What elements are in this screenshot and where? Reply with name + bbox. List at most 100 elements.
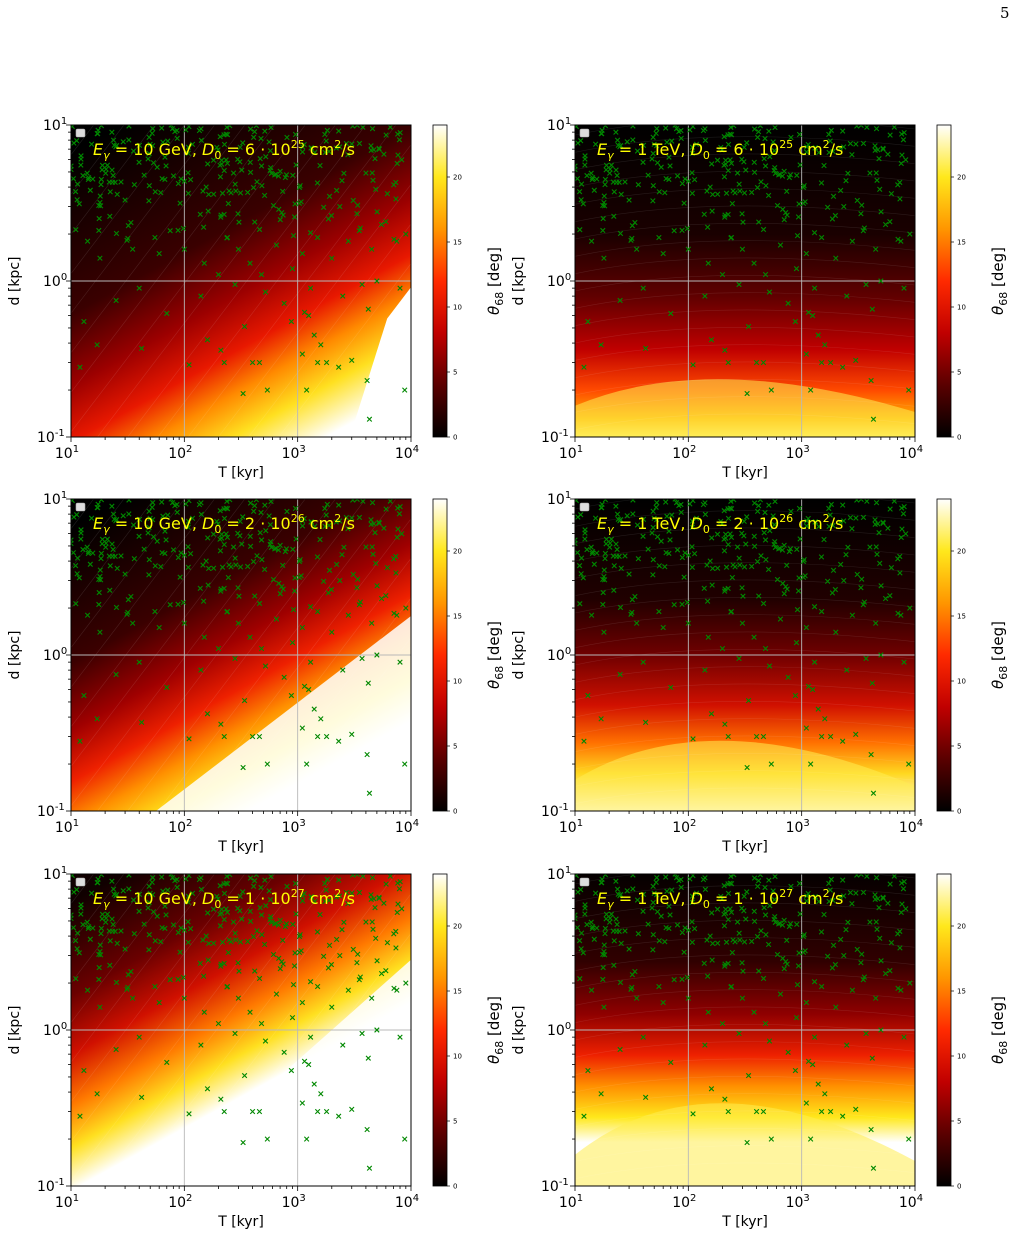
pulsar-marker bbox=[898, 505, 905, 511]
pulsar-marker bbox=[97, 567, 103, 573]
pulsar-marker bbox=[768, 761, 775, 767]
pulsar-marker bbox=[280, 961, 286, 967]
pulsar-marker bbox=[795, 214, 802, 220]
pulsar-marker bbox=[261, 192, 268, 199]
pulsar-marker bbox=[837, 187, 844, 194]
pulsar-marker bbox=[218, 906, 225, 912]
colorbar-tick-label: 5 bbox=[453, 743, 457, 751]
pulsar-marker bbox=[284, 134, 290, 141]
pulsar-marker bbox=[314, 929, 321, 935]
pulsar-marker bbox=[837, 561, 844, 568]
pulsar-marker bbox=[689, 524, 696, 530]
y-tick-label: 100 bbox=[43, 272, 67, 290]
pulsar-marker bbox=[575, 499, 579, 504]
pulsar-marker bbox=[847, 889, 854, 896]
pulsar-marker bbox=[758, 928, 764, 934]
pulsar-marker bbox=[741, 518, 747, 525]
pulsar-marker bbox=[241, 697, 248, 704]
pulsar-marker bbox=[292, 131, 299, 138]
y-tick-label: 100 bbox=[547, 1021, 571, 1039]
pulsar-marker bbox=[762, 645, 769, 652]
pulsar-marker bbox=[748, 938, 755, 945]
contour-line bbox=[575, 1058, 915, 1075]
pulsar-marker bbox=[801, 182, 807, 189]
pulsar-marker bbox=[653, 130, 659, 137]
pulsar-marker bbox=[803, 898, 810, 904]
pulsar-marker bbox=[276, 955, 282, 962]
pulsar-marker bbox=[728, 984, 734, 990]
pulsar-marker bbox=[224, 881, 231, 887]
pulsar-marker bbox=[320, 204, 327, 211]
pulsar-marker bbox=[721, 508, 727, 514]
pulsar-marker bbox=[372, 155, 378, 162]
pulsar-marker bbox=[727, 906, 733, 912]
pulsar-marker bbox=[217, 508, 223, 514]
pulsar-marker bbox=[585, 318, 591, 325]
pulsar-marker bbox=[642, 1094, 649, 1101]
pulsar-marker bbox=[275, 547, 282, 553]
pulsar-marker bbox=[258, 537, 265, 543]
pulsar-marker bbox=[320, 578, 327, 585]
pulsar-marker bbox=[403, 980, 409, 986]
pulsar-marker bbox=[818, 983, 825, 990]
pulsar-marker bbox=[178, 550, 184, 556]
pulsar-marker bbox=[828, 501, 835, 508]
pulsar-marker bbox=[145, 530, 151, 536]
pulsar-marker bbox=[635, 556, 642, 562]
pulsar-marker bbox=[722, 157, 729, 163]
pulsar-marker bbox=[277, 591, 283, 597]
pulsar-marker bbox=[280, 188, 286, 195]
pulsar-marker bbox=[252, 593, 258, 599]
y-tick-label: 100 bbox=[43, 1021, 67, 1039]
pulsar-marker bbox=[678, 509, 684, 516]
pulsar-marker bbox=[690, 362, 696, 368]
pulsar-marker bbox=[185, 564, 191, 571]
pulsar-marker bbox=[887, 506, 893, 512]
pulsar-marker bbox=[288, 318, 295, 325]
pulsar-marker bbox=[839, 364, 846, 370]
pulsar-marker bbox=[250, 883, 257, 890]
pulsar-marker bbox=[611, 213, 617, 219]
pulsar-marker bbox=[578, 181, 585, 187]
pulsar-marker bbox=[247, 500, 254, 506]
colorbar-tick-label: 20 bbox=[957, 174, 966, 182]
y-tick-label: 101 bbox=[43, 865, 67, 883]
pulsar-marker bbox=[674, 547, 681, 553]
pulsar-marker bbox=[341, 544, 347, 550]
pulsar-marker bbox=[689, 564, 695, 571]
pulsar-marker bbox=[266, 139, 272, 145]
pulsar-marker bbox=[617, 979, 624, 986]
pulsar-marker bbox=[345, 987, 352, 993]
pulsar-marker bbox=[614, 921, 620, 928]
pulsar-marker bbox=[770, 513, 776, 519]
pulsar-marker bbox=[656, 608, 662, 615]
pulsar-marker bbox=[869, 680, 875, 686]
pulsar-marker bbox=[707, 184, 713, 190]
pulsar-marker bbox=[650, 883, 656, 890]
pulsar-marker bbox=[247, 543, 254, 550]
pulsar-marker bbox=[256, 733, 263, 740]
pulsar-marker bbox=[232, 181, 238, 187]
pulsar-marker bbox=[169, 125, 176, 132]
pulsar-marker bbox=[614, 886, 621, 892]
pulsar-marker bbox=[602, 125, 609, 129]
pulsar-marker bbox=[907, 231, 913, 237]
pulsar-marker bbox=[705, 1009, 711, 1015]
pulsar-marker bbox=[777, 242, 784, 248]
pulsar-marker bbox=[794, 232, 801, 239]
pulsar-marker bbox=[617, 604, 624, 611]
pulsar-marker bbox=[205, 940, 212, 947]
pulsar-marker bbox=[98, 874, 105, 878]
pulsar-marker bbox=[187, 925, 194, 932]
pulsar-marker bbox=[146, 150, 152, 157]
pulsar-marker bbox=[253, 874, 260, 878]
pulsar-marker bbox=[258, 163, 265, 169]
pulsar-marker bbox=[349, 890, 355, 896]
pulsar-marker bbox=[292, 880, 299, 887]
pulsar-marker bbox=[877, 935, 883, 942]
pulsar-marker bbox=[849, 238, 856, 244]
pulsar-marker bbox=[138, 719, 145, 726]
pulsar-marker bbox=[895, 182, 901, 188]
pulsar-marker bbox=[815, 332, 821, 338]
pulsar-marker bbox=[765, 566, 772, 573]
